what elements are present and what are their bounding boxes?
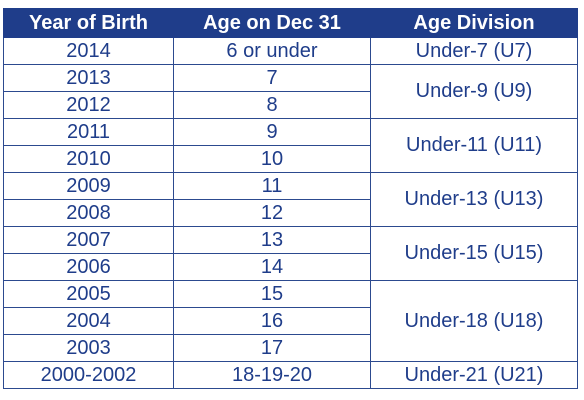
- table-row: 2013 7 Under-9 (U9): [3, 64, 578, 119]
- header-age-on-dec-31: Age on Dec 31: [173, 8, 371, 38]
- year-cell: 2014: [3, 37, 174, 65]
- year-cell: 2003: [3, 334, 174, 362]
- table-row: 2008 12: [3, 199, 578, 227]
- division-cell: Under-7 (U7): [370, 37, 578, 65]
- header-row: Year of Birth Age on Dec 31 Age Division: [3, 8, 578, 38]
- header-year-of-birth: Year of Birth: [3, 8, 174, 38]
- division-cell: Under-9 (U9): [370, 64, 578, 119]
- age-cell: 8: [173, 91, 371, 119]
- table-row: 2012 8: [3, 91, 578, 119]
- age-cell: 15: [173, 280, 371, 308]
- year-cell: 2011: [3, 118, 174, 146]
- year-cell: 2000-2002: [3, 361, 174, 389]
- division-cell: Under-13 (U13): [370, 172, 578, 227]
- table-row: 2004 16: [3, 307, 578, 335]
- age-cell: 7: [173, 64, 371, 92]
- year-cell: 2010: [3, 145, 174, 173]
- table-row: 2003 17: [3, 334, 578, 362]
- age-cell: 11: [173, 172, 371, 200]
- table-row: 2006 14: [3, 253, 578, 281]
- age-cell: 9: [173, 118, 371, 146]
- age-division-table: Year of Birth Age on Dec 31 Age Division…: [3, 8, 578, 389]
- table-row: 2007 13 Under-15 (U15): [3, 226, 578, 281]
- header-age-division: Age Division: [370, 8, 578, 38]
- table-row: 2014 6 or under Under-7 (U7): [3, 37, 578, 65]
- division-cell: Under-11 (U11): [370, 118, 578, 173]
- table-row: 2000-2002 18-19-20 Under-21 (U21): [3, 361, 578, 389]
- age-cell: 6 or under: [173, 37, 371, 65]
- year-cell: 2006: [3, 253, 174, 281]
- year-cell: 2004: [3, 307, 174, 335]
- division-cell: Under-15 (U15): [370, 226, 578, 281]
- age-cell: 13: [173, 226, 371, 254]
- year-cell: 2009: [3, 172, 174, 200]
- year-cell: 2012: [3, 91, 174, 119]
- age-cell: 16: [173, 307, 371, 335]
- table-row: 2009 11 Under-13 (U13): [3, 172, 578, 227]
- table-row: 2005 15 Under-18 (U18): [3, 280, 578, 362]
- age-cell: 17: [173, 334, 371, 362]
- year-cell: 2007: [3, 226, 174, 254]
- age-cell: 12: [173, 199, 371, 227]
- year-cell: 2008: [3, 199, 174, 227]
- year-cell: 2005: [3, 280, 174, 308]
- age-cell: 18-19-20: [173, 361, 371, 389]
- age-cell: 14: [173, 253, 371, 281]
- division-cell: Under-18 (U18): [370, 280, 578, 362]
- year-cell: 2013: [3, 64, 174, 92]
- table-row: 2011 9 Under-11 (U11): [3, 118, 578, 173]
- division-cell: Under-21 (U21): [370, 361, 578, 389]
- age-cell: 10: [173, 145, 371, 173]
